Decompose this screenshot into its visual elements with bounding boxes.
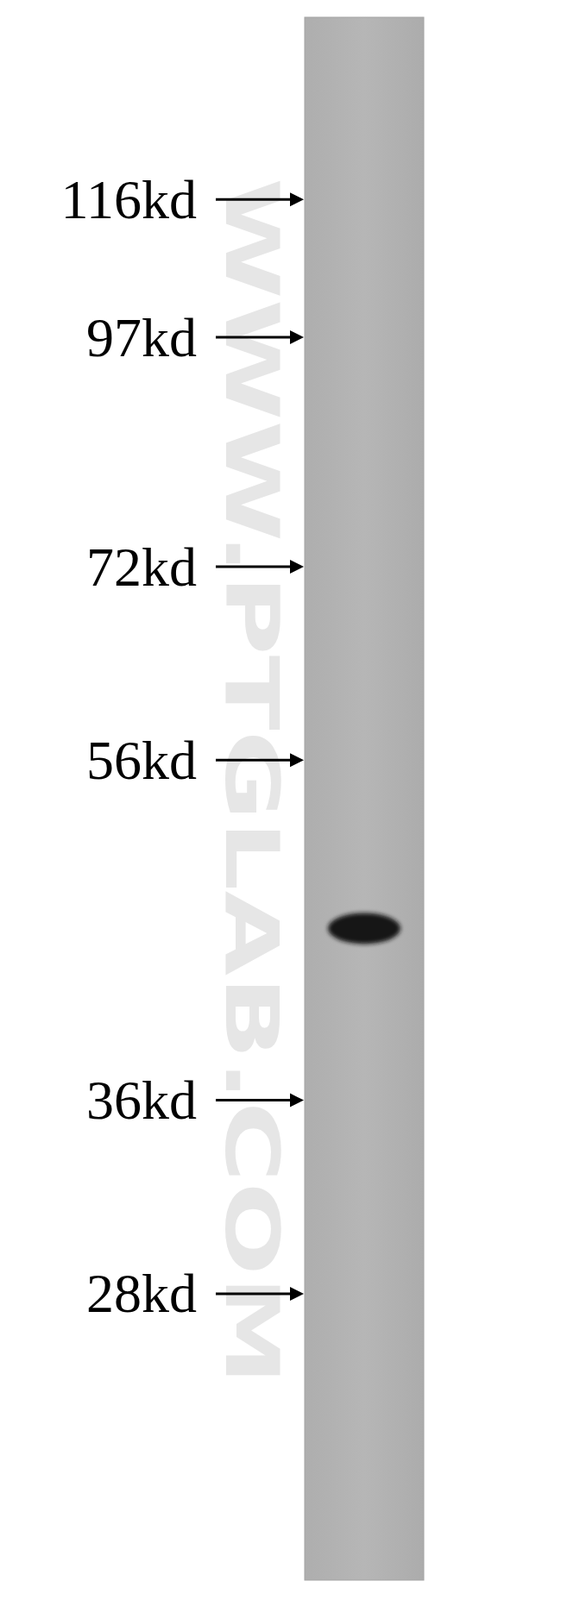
marker-tick: 97kd <box>86 307 304 369</box>
marker-arrow <box>215 1099 292 1103</box>
marker-label: 36kd <box>86 1070 197 1132</box>
marker-arrow <box>215 198 292 202</box>
marker-label: 28kd <box>86 1263 197 1325</box>
arrow-head <box>289 560 304 574</box>
lane <box>304 17 424 1582</box>
figure-root: WWW.PTGLAB.COM116kd 97kd 72kd 56kd 36kd 28kd <box>0 0 561 1600</box>
marker-label: 97kd <box>86 307 197 369</box>
band <box>327 913 401 945</box>
watermark: WWW.PTGLAB.COM <box>208 177 296 1387</box>
marker-tick: 56kd <box>86 730 304 792</box>
marker-arrow <box>215 336 292 340</box>
arrow-head <box>289 330 304 345</box>
arrow-head <box>289 192 304 207</box>
marker-label: 56kd <box>86 730 197 792</box>
blot-figure: WWW.PTGLAB.COM116kd 97kd 72kd 56kd 36kd 28kd <box>0 0 561 1600</box>
marker-arrow <box>215 1292 292 1296</box>
marker-tick: 116kd <box>60 169 304 231</box>
marker-tick: 72kd <box>86 536 304 599</box>
marker-tick: 28kd <box>86 1263 304 1325</box>
marker-arrow <box>215 759 292 763</box>
arrow-head <box>289 1287 304 1302</box>
marker-label: 116kd <box>60 169 197 231</box>
arrow-head <box>289 753 304 768</box>
marker-tick: 36kd <box>86 1070 304 1132</box>
bands <box>327 913 401 945</box>
marker-arrow <box>215 566 292 569</box>
arrow-head <box>289 1094 304 1109</box>
marker-label: 72kd <box>86 536 197 599</box>
